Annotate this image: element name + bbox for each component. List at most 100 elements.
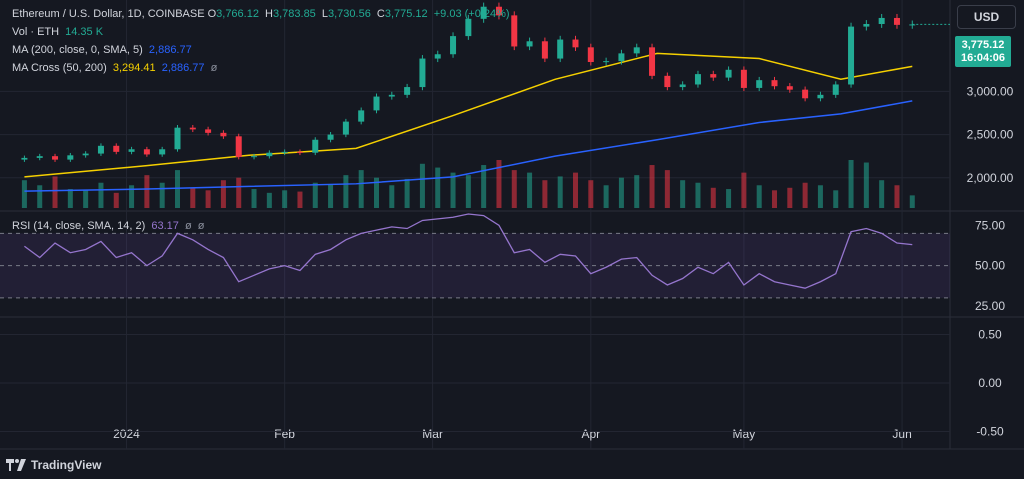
legend-ma-cross-na: ø [210, 62, 218, 74]
volume-bar [649, 165, 655, 208]
candle-body [725, 69, 732, 78]
volume-bar [113, 192, 119, 208]
legend-high: 3,783.85 [272, 8, 316, 20]
candle-body [189, 127, 196, 130]
volume-bar [358, 170, 364, 208]
candle-body [327, 134, 334, 140]
candle-body [618, 53, 625, 62]
volume-bar [465, 175, 471, 208]
volume-bar [833, 190, 839, 208]
candle-body [404, 87, 411, 95]
candle-body [633, 47, 640, 54]
legend-symbol[interactable]: Ethereum / U.S. Dollar, 1D, COINBASE [12, 8, 205, 20]
candle-body [756, 80, 763, 88]
volume-bar [389, 185, 395, 208]
rsi-tick-label: 75.00 [975, 218, 1005, 232]
candle-body [21, 157, 28, 160]
candle-body [649, 47, 656, 76]
volume-bar [817, 185, 823, 208]
volume-bar [634, 175, 640, 208]
currency-button[interactable]: USD [957, 5, 1016, 29]
candle-body [450, 36, 457, 55]
last-price-badge: 3,775.12 16:04:06 [955, 36, 1011, 67]
legend-ma-cross-fast: 3,294.41 [112, 62, 156, 74]
volume-bar [680, 180, 686, 208]
candle-body [878, 17, 885, 25]
candle-body [848, 26, 855, 85]
rsi-tick-label: 50.00 [975, 259, 1005, 273]
last-price: 3,775.12 [961, 38, 1005, 51]
x-tick-label: 2024 [113, 427, 140, 441]
legend-change: +9.03 (+0.24%) [433, 8, 510, 20]
candle-body [235, 136, 242, 158]
legend-ma-cross-slow: 2,886.77 [161, 62, 205, 74]
candle-body [251, 156, 258, 158]
legend-volume-label: Vol · ETH [12, 26, 60, 38]
volume-bar [373, 177, 379, 208]
candle-body [82, 153, 89, 156]
volume-bar [312, 182, 318, 208]
volume-bar [557, 176, 563, 208]
volume-bar [83, 190, 89, 208]
volume-bar [328, 184, 334, 208]
candle-body [174, 127, 181, 150]
tradingview-logo-icon [6, 459, 26, 471]
volume-bar [450, 172, 456, 208]
volume-bar [282, 190, 288, 208]
price-tick-label: 2,500.00 [967, 128, 1014, 142]
legend-ma-cross[interactable]: MA Cross (50, 200) 3,294.41 2,886.77 ø [12, 61, 220, 75]
volume-bar [251, 189, 257, 208]
candle-body [373, 96, 380, 111]
candle-body [419, 58, 426, 88]
candle-body [817, 94, 824, 99]
bar-countdown: 16:04:06 [960, 51, 1006, 64]
rsi-tick-label: 25.00 [975, 299, 1005, 313]
volume-bar [419, 163, 425, 208]
volume-bar [802, 182, 808, 208]
legend-open-label: O [207, 8, 217, 20]
candle-body [863, 24, 870, 27]
x-tick-label: Mar [422, 427, 443, 441]
volume-bar [21, 180, 27, 208]
legend-rsi-na-1: ø [184, 220, 192, 232]
legend-close: 3,775.12 [384, 8, 428, 20]
candle-body [587, 47, 594, 63]
candle-body [694, 74, 701, 85]
candle-body [465, 18, 472, 37]
volume-bar [343, 175, 349, 208]
tradingview-brand[interactable]: TradingView [6, 458, 101, 472]
candle-body [36, 156, 43, 158]
legend-volume[interactable]: Vol · ETH 14.35 K [12, 25, 106, 39]
legend-low-label: L [321, 8, 328, 20]
legend-close-label: C [376, 8, 385, 20]
volume-bar [848, 160, 854, 208]
candle-body [434, 54, 441, 59]
volume-bar [573, 172, 579, 208]
volume-bar [496, 160, 502, 208]
volume-bar [710, 187, 716, 208]
legend-rsi-value: 63.17 [151, 220, 179, 232]
brand-name: TradingView [31, 458, 102, 472]
volume-bar [618, 177, 624, 208]
candle-body [786, 86, 793, 90]
candle-body [342, 121, 349, 135]
volume-bar [481, 165, 487, 208]
volume-bar [435, 167, 441, 208]
legend-ma-cross-label: MA Cross (50, 200) [12, 62, 107, 74]
volume-bar [174, 170, 180, 208]
x-tick-label: Feb [274, 427, 295, 441]
legend-ma200[interactable]: MA (200, close, 0, SMA, 5) 2,886.77 [12, 43, 195, 57]
legend-ma200-label: MA (200, close, 0, SMA, 5) [12, 44, 143, 56]
candle-body [52, 156, 59, 160]
legend-volume-value: 14.35 K [65, 26, 104, 38]
volume-bar [787, 187, 793, 208]
legend-rsi[interactable]: RSI (14, close, SMA, 14, 2) 63.17 ø ø [12, 219, 207, 233]
volume-bar [52, 176, 58, 208]
candle-body [220, 132, 227, 137]
candle-body [832, 84, 839, 95]
ma200-line [24, 100, 913, 192]
volume-bar [297, 191, 303, 208]
empty-pane-tick-label: 0.50 [978, 328, 1002, 342]
empty-pane-tick-label: -0.50 [976, 424, 1004, 438]
